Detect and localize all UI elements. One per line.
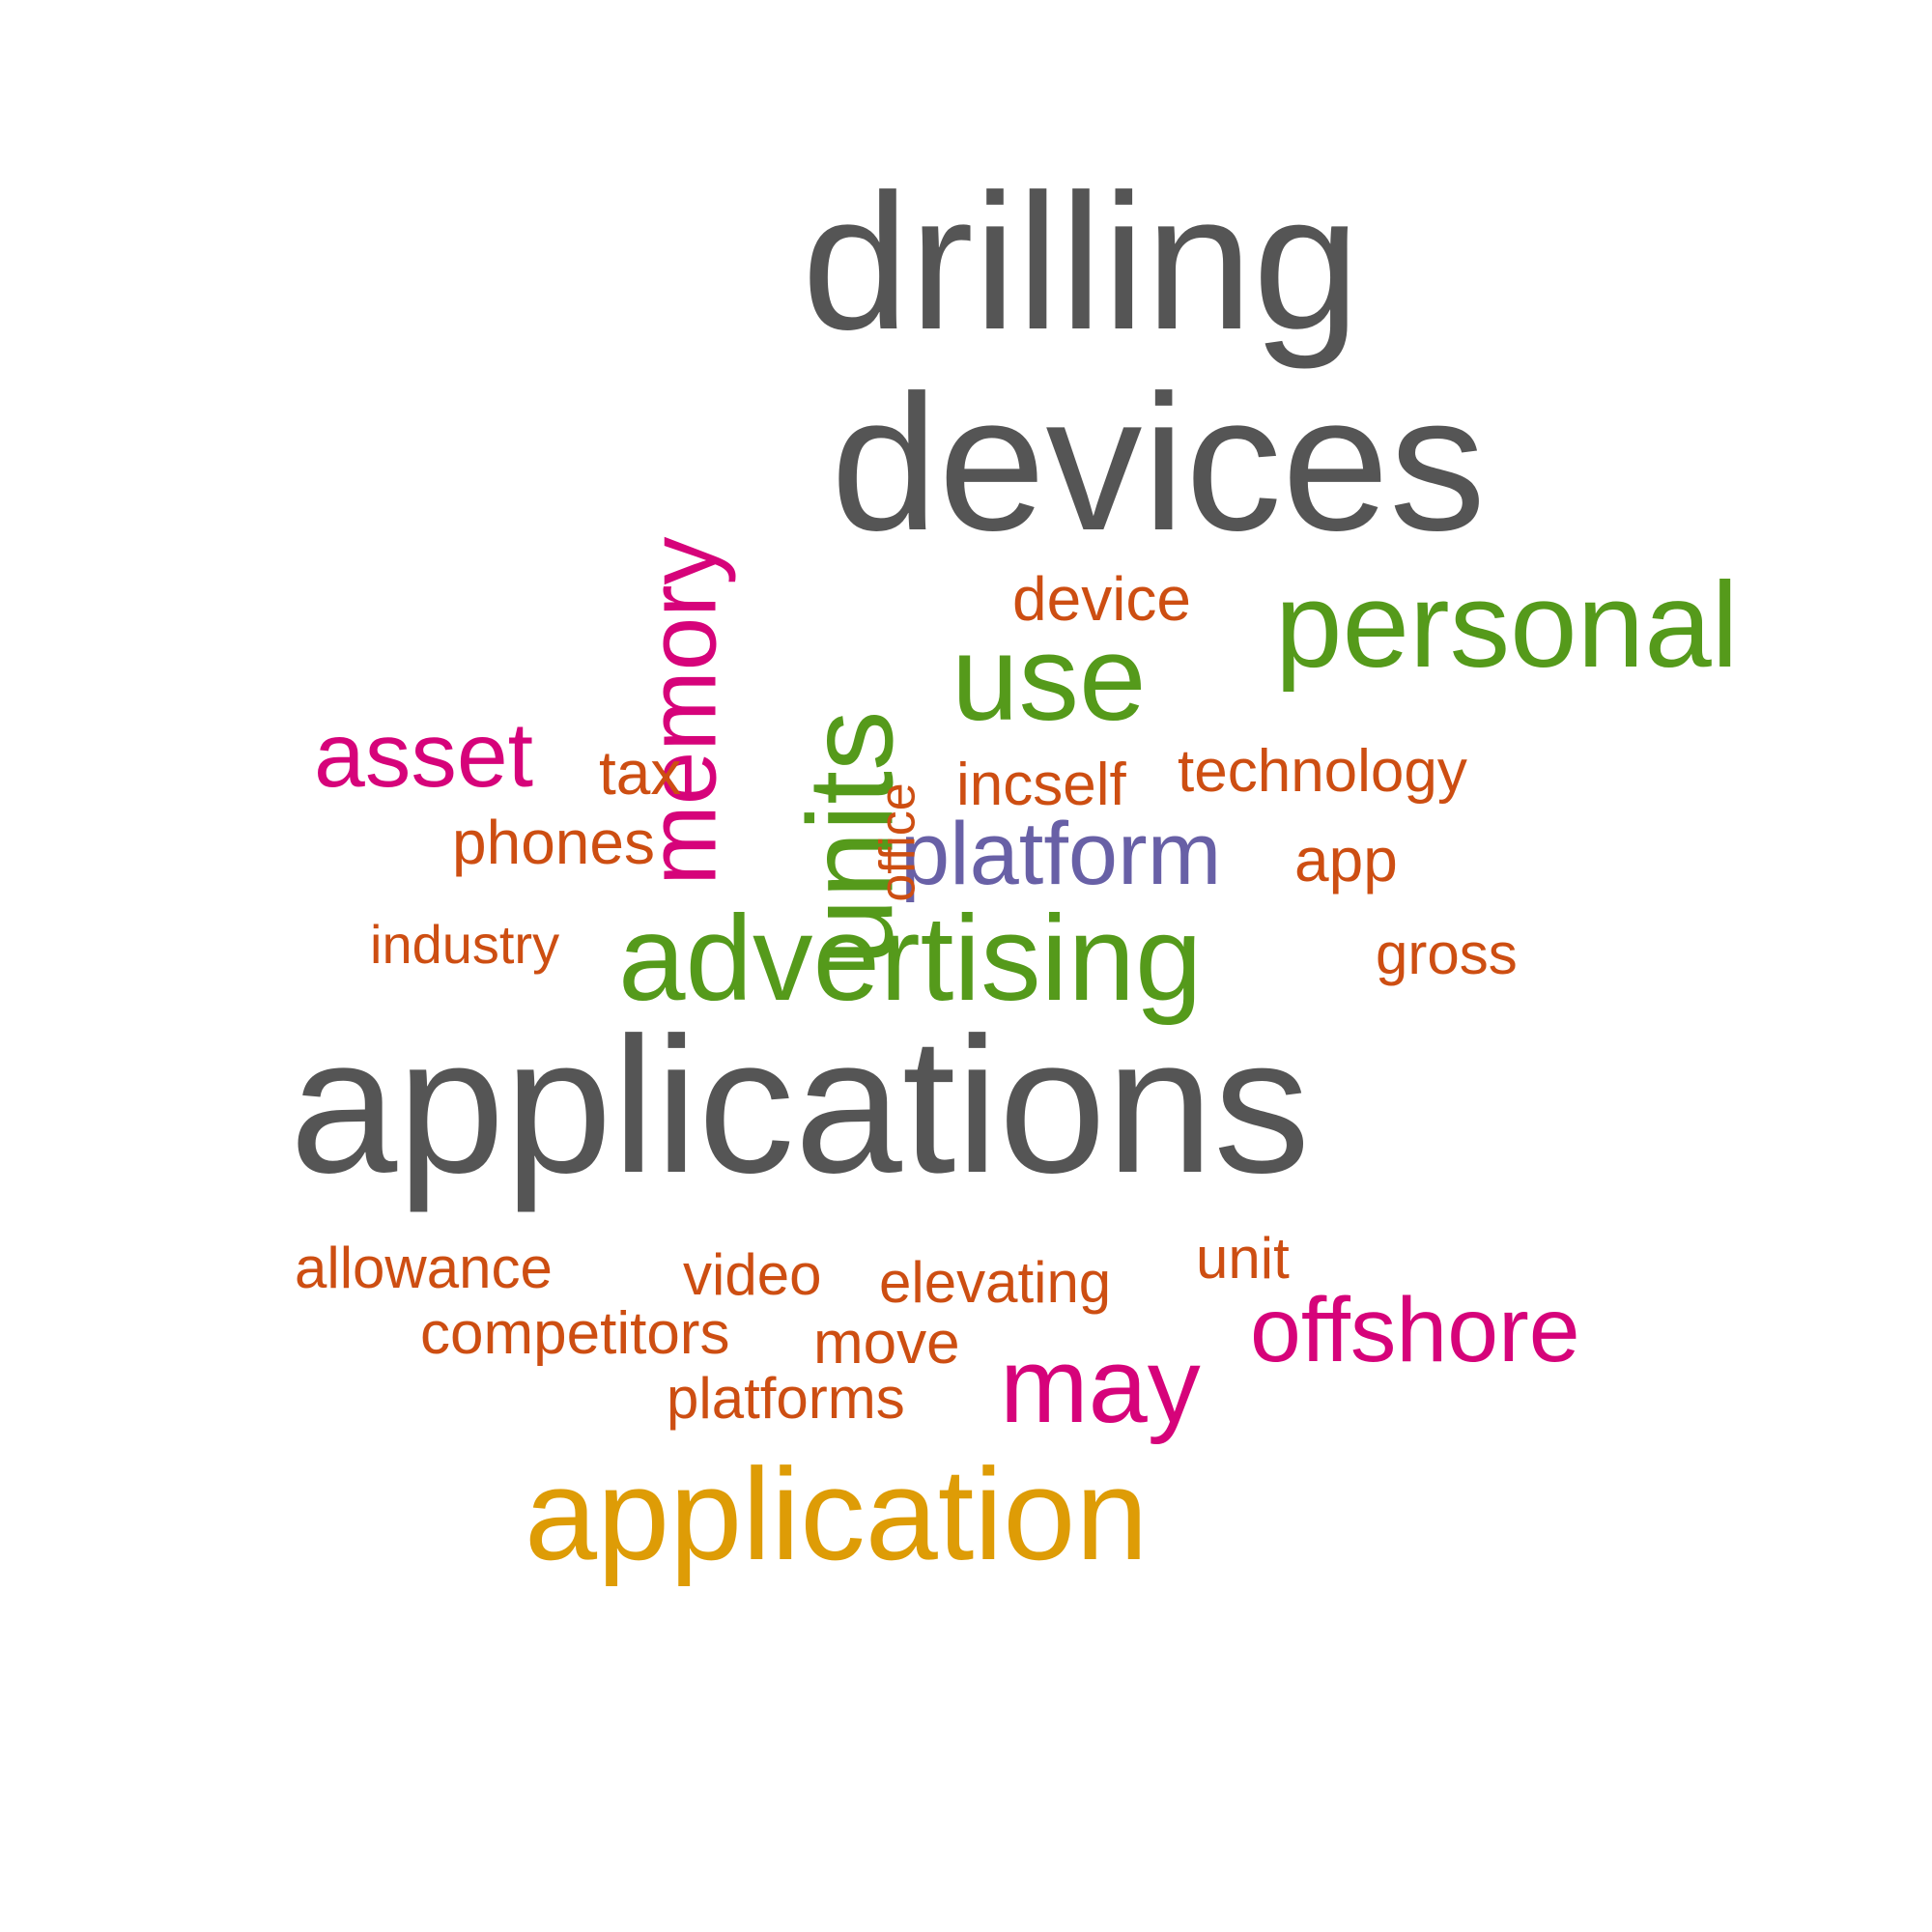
word-devices: devices: [831, 355, 1487, 571]
word-phones: phones: [452, 808, 655, 877]
word-app: app: [1294, 825, 1398, 895]
word-platform: platform: [900, 805, 1222, 903]
word-use: use: [952, 611, 1147, 746]
word-video: video: [683, 1242, 822, 1307]
word-platforms: platforms: [667, 1366, 905, 1431]
word-device: device: [1012, 564, 1191, 634]
word-tax: tax: [599, 738, 682, 808]
word-technology: technology: [1178, 738, 1467, 805]
word-elevating: elevating: [879, 1250, 1112, 1315]
word-office: office: [869, 781, 926, 902]
word-may: may: [1000, 1326, 1201, 1445]
word-competitors: competitors: [420, 1300, 730, 1367]
word-incself: incself: [956, 752, 1126, 818]
word-application: application: [525, 1441, 1149, 1587]
word-applications: applications: [290, 998, 1311, 1213]
word-unit: unit: [1196, 1226, 1290, 1291]
word-asset: asset: [314, 704, 534, 807]
word-move: move: [813, 1310, 960, 1377]
word-industry: industry: [370, 914, 560, 975]
word-offshore: offshore: [1250, 1279, 1580, 1381]
word-personal: personal: [1275, 558, 1739, 693]
word-gross: gross: [1376, 922, 1518, 986]
word-allowance: allowance: [295, 1236, 553, 1300]
word-drilling: drilling: [802, 155, 1361, 370]
word-advertising: advertising: [618, 892, 1203, 1026]
